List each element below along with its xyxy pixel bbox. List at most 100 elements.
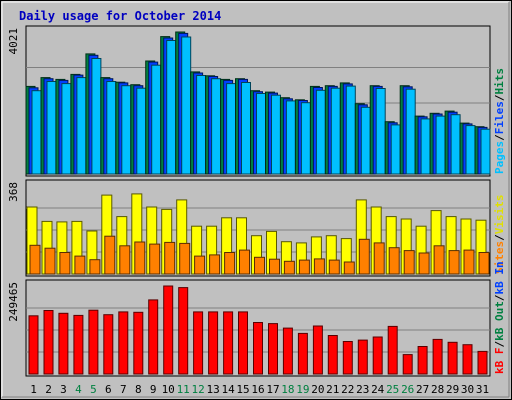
bar-pages-day-14 (226, 83, 237, 175)
x-tick-label: 3 (60, 383, 67, 396)
x-tick-label: 9 (150, 383, 157, 396)
legend-middle: Sites/Visits (493, 195, 506, 275)
x-tick-label: 16 (251, 383, 264, 396)
bar-sites-day-12 (194, 255, 206, 275)
bar-sites-day-4 (74, 255, 86, 275)
x-tick-label: 14 (221, 383, 235, 396)
max-label-top: 4021 (7, 28, 20, 55)
bar-kb-f-day-16 (253, 322, 263, 375)
bar-kb-f-day-29 (447, 341, 458, 375)
max-label-middle: 368 (7, 182, 20, 202)
bar-sites-day-2 (44, 247, 56, 275)
x-tick-label: 24 (371, 383, 385, 396)
x-tick-label: 29 (446, 383, 459, 396)
x-tick-label: 18 (281, 383, 294, 396)
bar-sites-day-26 (403, 250, 415, 275)
bar-pages-day-25 (390, 124, 401, 175)
bar-pages-day-15 (241, 82, 251, 175)
x-tick-label: 23 (356, 383, 369, 396)
bar-pages-day-10 (166, 40, 177, 175)
bar-pages-day-3 (61, 83, 72, 175)
bar-kb-f-day-7 (118, 311, 129, 375)
bar-sites-day-17 (269, 258, 280, 275)
bar-sites-day-1 (29, 244, 41, 275)
bar-kb-f-day-4 (73, 314, 84, 375)
x-tick-label: 8 (135, 383, 142, 396)
bar-pages-day-18 (285, 100, 296, 175)
x-tick-label: 5 (90, 383, 97, 396)
bar-sites-day-28 (433, 245, 445, 275)
bar-pages-day-26 (405, 88, 416, 175)
bar-pages-day-2 (46, 81, 57, 175)
bar-kb-f-day-10 (163, 285, 174, 375)
x-tick-label: 26 (401, 383, 414, 396)
bar-kb-f-day-19 (297, 332, 308, 375)
panels: 4021Pages/Files/Hits368Sites/Visits24946… (7, 25, 506, 377)
x-tick-label: 12 (191, 383, 204, 396)
legend-entry: Visits (493, 195, 506, 235)
bar-sites-day-25 (388, 247, 400, 275)
legend-entry: / (493, 294, 506, 301)
bar-kb-f-day-1 (28, 315, 39, 375)
bar-kb-f-day-26 (402, 354, 413, 375)
x-tick-label: 6 (105, 383, 112, 396)
legend-entry: kB Out (493, 301, 506, 341)
bar-pages-day-12 (196, 75, 207, 175)
bar-kb-f-day-9 (148, 299, 159, 375)
x-tick-label: 15 (236, 383, 249, 396)
bar-sites-day-24 (373, 242, 385, 275)
bar-kb-f-day-24 (372, 336, 383, 375)
bar-kb-f-day-25 (387, 325, 398, 375)
bar-kb-f-day-18 (282, 327, 293, 375)
x-axis-labels: 1 2 3 4 5 6 7 8 9 10 11 12 13 14 15 16 17 18 19 20 21 22 23 24 2… (30, 383, 489, 396)
legend-entry: kB F (493, 348, 506, 375)
bar-kb-f-day-15 (238, 311, 248, 375)
bar-sites-day-10 (164, 241, 176, 275)
chart-title: Daily usage for October 2014 (19, 9, 221, 23)
x-tick-label: 19 (296, 383, 309, 396)
bar-kb-f-day-3 (58, 312, 69, 375)
bar-sites-day-29 (448, 250, 460, 275)
bar-pages-day-21 (330, 87, 341, 175)
bar-kb-f-day-21 (327, 335, 338, 375)
bar-pages-day-5 (91, 58, 102, 175)
bar-sites-day-18 (283, 260, 295, 275)
bar-sites-day-22 (343, 261, 355, 275)
bar-kb-f-day-28 (432, 338, 443, 375)
legend-entry: / (493, 134, 506, 141)
bar-sites-day-16 (254, 256, 265, 275)
bar-sites-day-19 (298, 259, 310, 275)
bar-pages-day-29 (450, 114, 461, 175)
bar-pages-day-31 (480, 128, 491, 175)
bar-kb-f-day-6 (103, 314, 114, 375)
bar-kb-f-day-11 (178, 287, 189, 375)
bar-kb-f-day-31 (477, 350, 488, 375)
bar-kb-f-day-13 (208, 311, 219, 375)
bar-sites-day-13 (209, 254, 221, 275)
bar-sites-day-6 (104, 235, 116, 275)
bar-kb-f-day-8 (133, 311, 144, 375)
x-tick-label: 13 (206, 383, 219, 396)
bar-pages-day-27 (420, 118, 431, 175)
bar-kb-f-day-14 (223, 311, 234, 375)
bar-pages-day-8 (136, 87, 147, 175)
bar-sites-day-9 (149, 243, 161, 275)
bar-sites-day-21 (328, 259, 340, 275)
x-tick-label: 21 (326, 383, 339, 396)
bar-kb-f-day-22 (342, 341, 353, 375)
bar-pages-day-13 (211, 78, 222, 175)
bar-pages-day-16 (256, 93, 266, 175)
bar-pages-day-24 (375, 88, 386, 175)
x-tick-label: 22 (341, 383, 354, 396)
legend-entry: / (493, 94, 506, 101)
x-tick-label: 2 (45, 383, 52, 396)
bar-pages-day-22 (345, 85, 356, 175)
bar-pages-day-4 (76, 77, 87, 175)
bar-sites-day-11 (179, 242, 191, 275)
bar-sites-day-30 (463, 249, 475, 275)
bar-pages-day-7 (121, 85, 132, 175)
bar-pages-day-17 (271, 94, 281, 175)
